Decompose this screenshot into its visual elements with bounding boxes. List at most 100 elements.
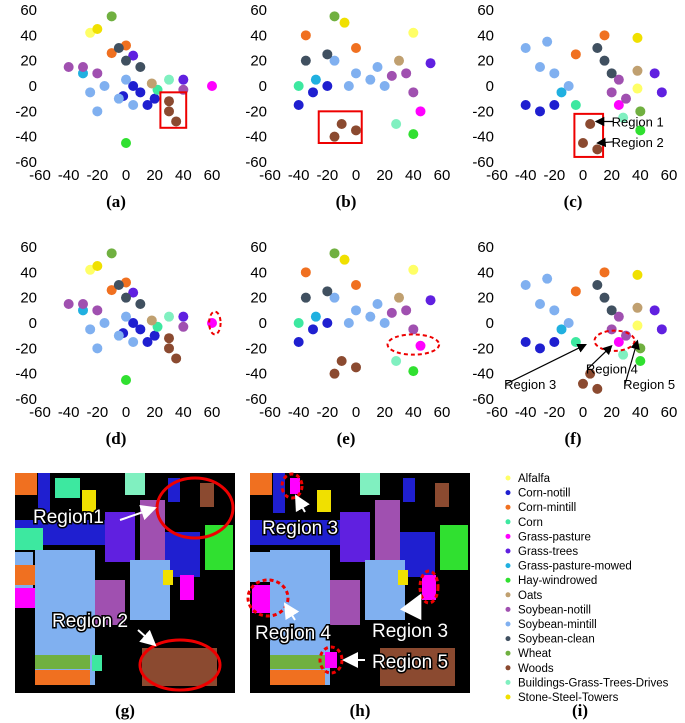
point xyxy=(128,337,139,347)
point xyxy=(329,131,340,142)
point xyxy=(146,78,157,89)
point xyxy=(520,337,531,347)
point xyxy=(300,267,311,278)
x-tick-label: -60 xyxy=(486,404,508,421)
legend-label: Corn-notill xyxy=(518,488,570,500)
x-tick-label: -40 xyxy=(58,404,80,421)
y-tick-label: 60 xyxy=(20,239,37,256)
point xyxy=(401,68,412,79)
point xyxy=(632,65,643,76)
map-annotation: Region 5 xyxy=(372,652,448,673)
point xyxy=(632,302,643,313)
y-tick-label: -20 xyxy=(245,103,267,120)
point xyxy=(415,340,426,351)
y-tick-label: 0 xyxy=(486,78,494,95)
map-annotation: Region1 xyxy=(33,507,104,528)
point xyxy=(85,324,96,335)
point xyxy=(121,55,131,66)
point xyxy=(535,299,545,309)
legend-label: Hay-windrowed xyxy=(518,575,597,587)
point xyxy=(343,318,354,328)
point xyxy=(351,125,361,136)
point xyxy=(171,116,182,127)
y-tick-label: 40 xyxy=(477,27,494,44)
y-tick-label: -60 xyxy=(245,391,267,408)
point xyxy=(293,81,304,91)
legend-swatch xyxy=(505,636,511,642)
x-tick-label: 0 xyxy=(352,167,360,184)
y-tick-label: -40 xyxy=(245,129,267,146)
map-annotation: Region 4 xyxy=(255,623,331,644)
x-tick-label: -20 xyxy=(86,404,108,421)
point xyxy=(113,330,124,341)
point xyxy=(649,68,660,79)
point xyxy=(394,292,404,303)
y-tick-label: 20 xyxy=(20,53,37,70)
point xyxy=(113,280,124,290)
point xyxy=(520,100,531,110)
point xyxy=(425,58,436,69)
x-tick-label: -40 xyxy=(515,404,537,421)
point xyxy=(164,106,174,117)
point xyxy=(336,119,347,129)
point xyxy=(535,106,545,117)
y-tick-label: -20 xyxy=(15,103,37,120)
point xyxy=(92,305,103,316)
legend-swatch xyxy=(505,563,511,569)
point xyxy=(578,378,588,389)
point xyxy=(106,11,117,22)
point xyxy=(92,106,103,117)
point xyxy=(386,70,397,81)
legend-swatch xyxy=(505,606,511,612)
legend-label: Corn xyxy=(518,517,543,529)
x-tick-label: 60 xyxy=(661,167,678,184)
x-tick-label: -40 xyxy=(58,167,80,184)
point xyxy=(300,55,311,66)
point xyxy=(578,138,588,148)
panel-label: (e) xyxy=(337,429,356,448)
y-tick-label: 20 xyxy=(250,53,267,70)
y-tick-label: -20 xyxy=(245,340,267,357)
highlight-ellipse xyxy=(208,310,222,336)
point xyxy=(128,50,139,61)
annotation-arrow xyxy=(587,344,613,370)
point xyxy=(128,287,139,298)
legend-swatch xyxy=(505,665,511,671)
point xyxy=(520,280,531,290)
x-tick-label: 60 xyxy=(434,167,451,184)
highlight-box xyxy=(159,91,188,129)
point xyxy=(632,320,643,331)
x-tick-label: 40 xyxy=(175,167,192,184)
legend-swatch xyxy=(505,679,511,685)
annotation: Region 5 xyxy=(623,377,675,392)
y-tick-label: -40 xyxy=(472,366,494,383)
legend-swatch xyxy=(505,650,511,656)
legend-swatch xyxy=(505,504,511,510)
y-tick-label: -40 xyxy=(245,366,267,383)
x-tick-label: 0 xyxy=(579,167,587,184)
panel-label: (c) xyxy=(564,192,583,211)
point xyxy=(592,144,603,155)
point xyxy=(135,324,146,335)
x-tick-label: 40 xyxy=(405,404,422,421)
panel-label: (a) xyxy=(106,192,126,211)
point xyxy=(656,87,667,98)
x-tick-label: -20 xyxy=(316,167,338,184)
point xyxy=(613,311,624,322)
point xyxy=(365,311,376,322)
map-g xyxy=(15,473,235,693)
point xyxy=(339,17,350,28)
point xyxy=(618,349,629,360)
point xyxy=(322,81,333,91)
annotation-arrow xyxy=(624,339,640,385)
point xyxy=(351,362,361,373)
highlight-box xyxy=(317,110,363,145)
point xyxy=(300,292,311,303)
point xyxy=(99,81,110,91)
point xyxy=(520,43,531,53)
point xyxy=(408,129,419,140)
point xyxy=(570,49,581,60)
x-tick-label: -40 xyxy=(288,404,310,421)
x-tick-label: 20 xyxy=(376,404,393,421)
